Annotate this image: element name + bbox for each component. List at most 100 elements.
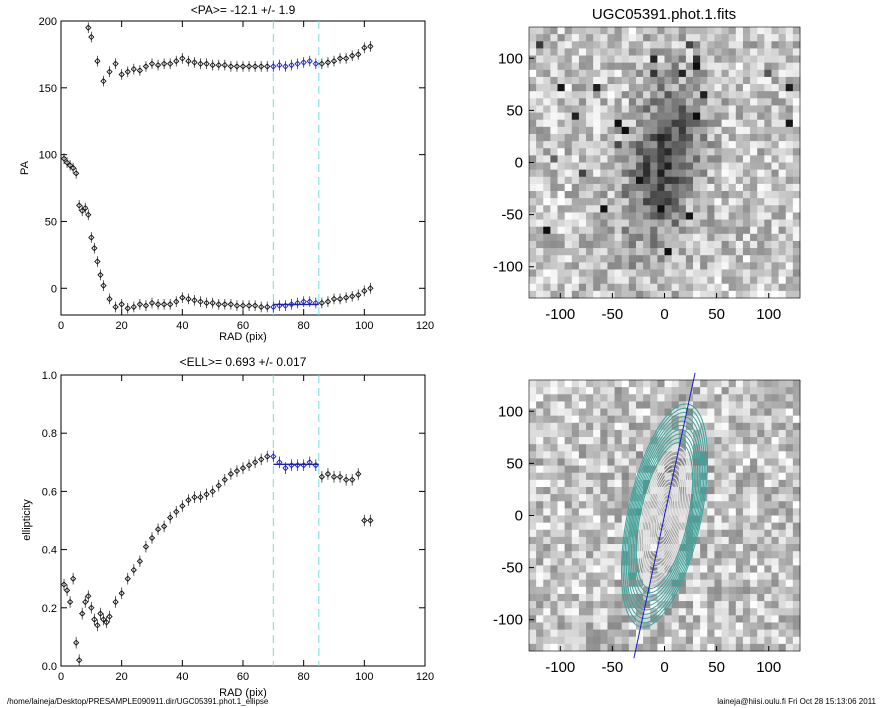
- image-pixel: [728, 148, 737, 156]
- image-pixel: [750, 183, 758, 192]
- image-pixel: [578, 290, 587, 299]
- image-pixel: [728, 226, 737, 235]
- image-pixel: [678, 636, 687, 645]
- image-pixel: [700, 262, 708, 270]
- image-pixel: [550, 472, 558, 481]
- image-pixel: [650, 112, 658, 121]
- image-pixel: [678, 558, 687, 566]
- image-pixel: [664, 387, 673, 395]
- image-pixel: [614, 501, 623, 509]
- image-pixel: [685, 572, 694, 581]
- pa-point: [227, 301, 235, 308]
- image-pixel: [757, 608, 765, 616]
- image-pixel: [593, 601, 601, 609]
- image-pixel: [628, 429, 637, 438]
- image-pixel: [671, 176, 680, 185]
- image-pixel: [678, 269, 687, 278]
- image-pixel: [564, 162, 573, 171]
- image-pixel: [707, 27, 715, 35]
- image-pixel: [628, 579, 637, 588]
- image-pixel: [621, 191, 630, 199]
- image-pixel: [529, 394, 537, 402]
- image-pixel: [728, 91, 737, 99]
- ell-point: [185, 496, 192, 504]
- image-pixel: [578, 408, 587, 417]
- image-pixel: [735, 34, 744, 42]
- image-pixel: [635, 155, 644, 163]
- image-pixel: [543, 387, 551, 395]
- image-pixel: [792, 593, 801, 602]
- image-pixel: [785, 579, 794, 588]
- image-pixel: [700, 276, 708, 285]
- image-pixel: [664, 233, 673, 242]
- ell-point: [264, 453, 271, 460]
- image-pixel: [742, 458, 751, 466]
- image-pixel: [771, 212, 780, 220]
- image-pixel: [757, 579, 765, 588]
- image-pixel: [685, 205, 694, 213]
- image-pixel: [621, 394, 630, 402]
- image-pixel: [707, 119, 715, 128]
- image-pixel: [543, 408, 551, 417]
- image-pixel: [728, 34, 737, 42]
- image-pixel: [750, 472, 758, 481]
- image-pixel: [557, 212, 566, 220]
- image-pixel: [721, 48, 730, 56]
- image-pixel: [621, 126, 630, 135]
- pa-point: [100, 282, 107, 289]
- image-pixel: [593, 290, 601, 299]
- image-pixel: [628, 126, 637, 135]
- image-pixel: [536, 98, 544, 106]
- image-pixel: [785, 387, 794, 395]
- image-pixel: [728, 62, 737, 71]
- image-pixel: [628, 34, 637, 42]
- image-pixel: [614, 198, 623, 206]
- image-pixel: [792, 62, 801, 71]
- ell-point: [342, 476, 350, 483]
- image-pixel: [678, 529, 687, 538]
- image-pixel: [564, 494, 573, 502]
- image-pixel: [771, 544, 780, 552]
- image-pixel: [529, 586, 537, 595]
- image-pixel: [536, 198, 544, 206]
- image-pixel: [635, 248, 644, 256]
- image-pixel: [593, 608, 601, 616]
- image-pixel: [707, 255, 715, 263]
- image-pixel: [578, 465, 587, 474]
- image-pixel: [564, 622, 573, 631]
- image-pixel: [571, 472, 580, 481]
- image-pixel: [742, 269, 751, 278]
- image-pixel: [643, 141, 651, 149]
- image-pixel: [750, 486, 758, 495]
- image-pixel: [764, 169, 772, 178]
- image-pixel: [778, 191, 787, 199]
- image-pixel: [536, 544, 544, 552]
- image-pixel: [700, 155, 708, 163]
- pa-point: [349, 52, 356, 59]
- image-pixel: [586, 544, 594, 552]
- image-pixel: [529, 262, 537, 270]
- image-pixel: [664, 422, 673, 431]
- image-pixel: [657, 501, 665, 509]
- image-pixel: [564, 233, 573, 242]
- image-pixel: [614, 536, 623, 545]
- image-pixel: [764, 415, 772, 424]
- image-pixel: [529, 62, 537, 71]
- image-pixel: [750, 155, 758, 163]
- image-pixel: [735, 112, 744, 121]
- image-pixel: [635, 105, 644, 113]
- image-pixel: [650, 212, 658, 220]
- image-pixel: [614, 219, 623, 228]
- image-pixel: [735, 579, 744, 588]
- image-pixel: [550, 479, 558, 488]
- pa-xtick-label: 100: [355, 320, 373, 332]
- image-pixel: [550, 394, 558, 402]
- image-pixel: [571, 126, 580, 135]
- image-pixel: [678, 205, 687, 213]
- image-pixel: [771, 551, 780, 559]
- image-pixel: [707, 572, 715, 581]
- image-pixel: [728, 55, 737, 64]
- image-pixel: [643, 572, 651, 581]
- image-pixel: [742, 515, 751, 524]
- image-pixel: [664, 205, 673, 213]
